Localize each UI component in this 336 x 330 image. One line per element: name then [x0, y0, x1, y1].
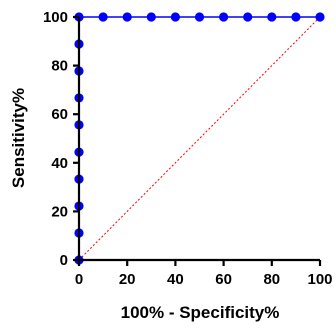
roc-data-point — [146, 12, 156, 22]
y-tick-label: 100 — [43, 9, 68, 26]
tick-label-layer: 0 20 40 60 80 100 0 20 40 60 80 100 — [43, 9, 333, 288]
roc-data-point — [194, 12, 205, 22]
y-tick-label: 20 — [51, 203, 68, 220]
roc-data-point — [291, 12, 301, 22]
roc-data-point — [98, 12, 108, 22]
y-tick-label: 80 — [51, 58, 68, 75]
x-tick-label: 80 — [263, 271, 280, 288]
roc-data-point — [315, 12, 325, 22]
roc-data-point — [170, 12, 180, 22]
reference-diagonal-line — [78, 16, 321, 261]
x-tick-label: 60 — [215, 271, 232, 288]
y-axis-title: Sensitivity% — [9, 88, 28, 188]
roc-data-point — [267, 12, 277, 22]
x-tick-label: 100 — [307, 271, 332, 288]
y-tick-label: 40 — [51, 155, 68, 172]
axes-layer — [73, 15, 322, 266]
reference-line-layer — [78, 16, 321, 261]
x-tick-label: 0 — [75, 271, 83, 288]
roc-data-point — [219, 12, 229, 22]
x-tick-label: 20 — [119, 271, 136, 288]
roc-data-point — [243, 12, 253, 22]
roc-curve-line — [78, 16, 320, 260]
x-tick-label: 40 — [167, 271, 184, 288]
y-tick-label: 60 — [51, 106, 68, 123]
x-axis-title: 100% - Specificity% — [121, 303, 280, 322]
roc-series-layer — [74, 12, 325, 265]
roc-data-point — [122, 12, 132, 22]
y-tick-label: 0 — [60, 252, 68, 269]
